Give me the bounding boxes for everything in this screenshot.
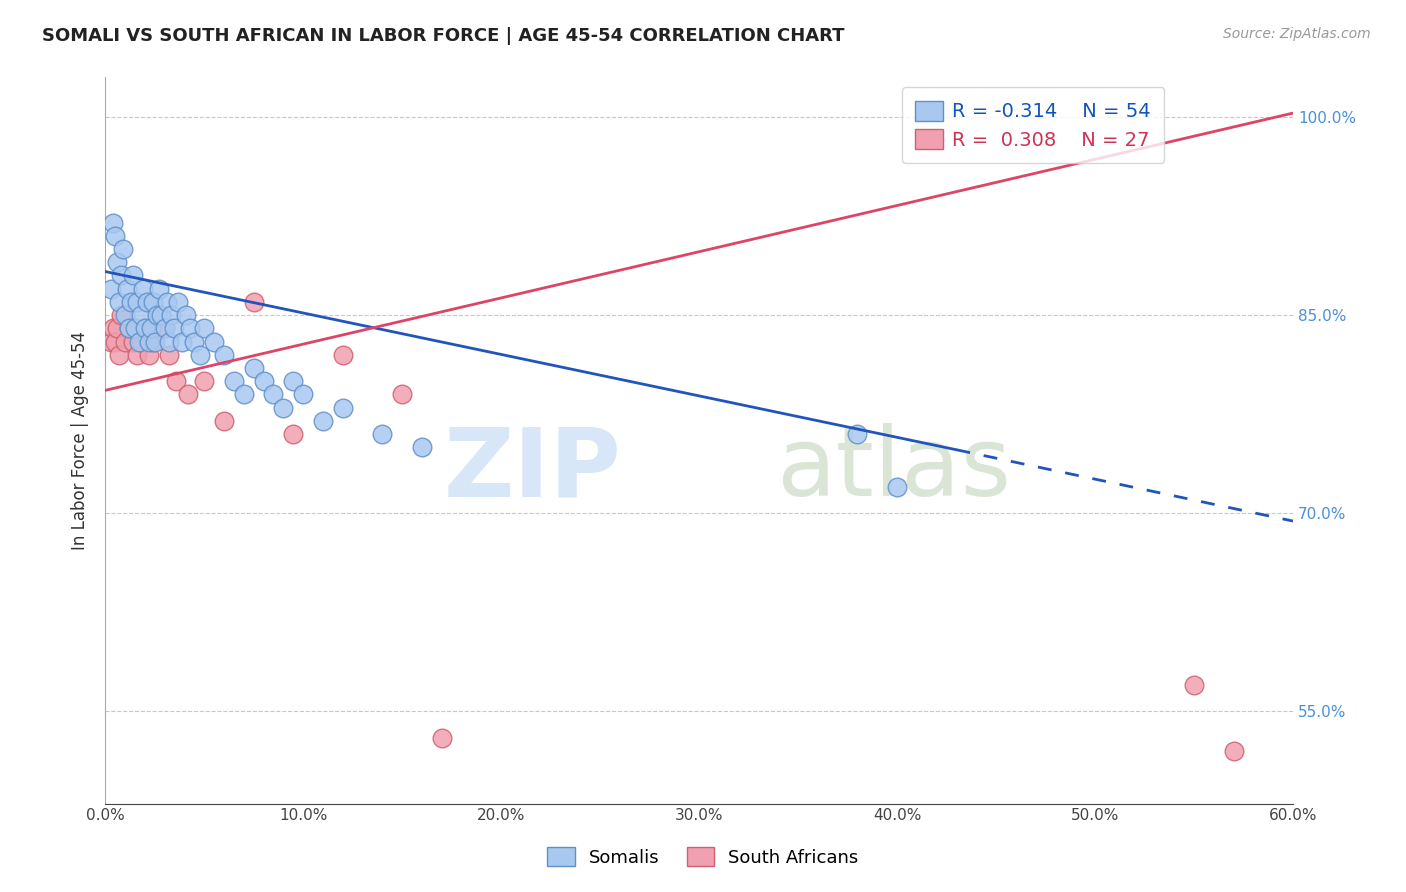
Point [114, 308, 136, 322]
Point [138, 334, 160, 349]
Point [252, 374, 274, 388]
Point [242, 360, 264, 375]
Point [179, 321, 201, 335]
Point [125, 294, 148, 309]
Point [1222, 744, 1244, 758]
Point [129, 308, 152, 322]
Point [332, 401, 354, 415]
Point [155, 294, 177, 309]
Point [129, 334, 152, 349]
Point [157, 348, 180, 362]
Point [112, 242, 135, 256]
Legend: Somalis, South Africans: Somalis, South Africans [540, 840, 866, 874]
Text: atlas: atlas [776, 423, 1011, 516]
Point [157, 334, 180, 349]
Point [332, 348, 354, 362]
Point [283, 426, 305, 441]
Text: ZIP: ZIP [444, 423, 621, 516]
Point [193, 321, 215, 335]
Point [100, 282, 122, 296]
Point [167, 294, 190, 309]
Legend: R = -0.314    N = 54, R =  0.308    N = 27: R = -0.314 N = 54, R = 0.308 N = 27 [901, 87, 1164, 163]
Point [110, 268, 132, 283]
Point [172, 334, 194, 349]
Point [212, 348, 235, 362]
Point [391, 387, 413, 401]
Point [108, 294, 131, 309]
Point [134, 321, 156, 335]
Point [283, 374, 305, 388]
Point [145, 308, 167, 322]
Point [177, 387, 200, 401]
Point [163, 321, 186, 335]
Point [110, 308, 132, 322]
Point [114, 334, 136, 349]
Point [1182, 678, 1205, 692]
Point [115, 282, 138, 296]
Point [101, 321, 124, 335]
Point [118, 321, 141, 335]
Point [188, 348, 211, 362]
Point [411, 440, 433, 454]
Y-axis label: In Labor Force | Age 45-54: In Labor Force | Age 45-54 [72, 331, 89, 550]
Point [166, 374, 188, 388]
Point [122, 334, 145, 349]
Text: SOMALI VS SOUTH AFRICAN IN LABOR FORCE | AGE 45-54 CORRELATION CHART: SOMALI VS SOUTH AFRICAN IN LABOR FORCE |… [42, 27, 845, 45]
Point [846, 426, 869, 441]
Point [105, 255, 128, 269]
Point [101, 216, 124, 230]
Point [292, 387, 315, 401]
Point [135, 294, 157, 309]
Point [202, 334, 225, 349]
Point [100, 334, 122, 349]
Point [142, 294, 165, 309]
Point [134, 321, 156, 335]
Point [273, 401, 295, 415]
Point [193, 374, 215, 388]
Text: Source: ZipAtlas.com: Source: ZipAtlas.com [1223, 27, 1371, 41]
Point [222, 374, 245, 388]
Point [104, 334, 127, 349]
Point [125, 348, 148, 362]
Point [120, 294, 142, 309]
Point [108, 348, 131, 362]
Point [142, 334, 165, 349]
Point [105, 321, 128, 335]
Point [430, 731, 453, 745]
Point [128, 334, 150, 349]
Point [232, 387, 254, 401]
Point [242, 294, 264, 309]
Point [124, 321, 146, 335]
Point [139, 321, 162, 335]
Point [153, 321, 176, 335]
Point [143, 334, 166, 349]
Point [138, 348, 160, 362]
Point [122, 268, 145, 283]
Point [263, 387, 285, 401]
Point [118, 321, 141, 335]
Point [149, 308, 172, 322]
Point [104, 228, 127, 243]
Point [149, 321, 172, 335]
Point [132, 282, 155, 296]
Point [159, 308, 181, 322]
Point [312, 414, 335, 428]
Point [176, 308, 198, 322]
Point [212, 414, 235, 428]
Point [183, 334, 205, 349]
Point [886, 480, 908, 494]
Point [371, 426, 394, 441]
Point [148, 282, 170, 296]
